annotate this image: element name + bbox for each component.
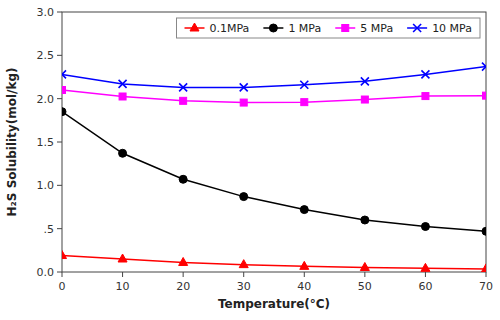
x-tick-label: 20 (176, 280, 190, 293)
legend-label: 10 MPa (432, 22, 472, 35)
point (119, 80, 127, 88)
x-tick-label: 30 (237, 280, 251, 293)
y-axis-label: H₂S Solubility(mol/kg) (5, 68, 19, 217)
series-line (62, 90, 486, 103)
x-tick-label: 40 (297, 280, 311, 293)
series (62, 63, 486, 92)
point (179, 257, 188, 265)
x-tick-label: 60 (418, 280, 432, 293)
y-tick (57, 55, 62, 56)
series (62, 87, 486, 107)
x-tick (183, 272, 184, 277)
point (360, 262, 369, 270)
x-tick (122, 272, 123, 277)
legend-item: 0.1MPa (185, 22, 250, 35)
point (300, 261, 309, 269)
point (240, 83, 248, 91)
point (62, 87, 66, 94)
x-tick (364, 272, 365, 277)
x-tick-label: 0 (59, 280, 66, 293)
point (62, 251, 67, 259)
point (118, 254, 127, 262)
x-tick (243, 272, 244, 277)
point (119, 93, 126, 100)
legend-item: 5 MPa (335, 22, 393, 35)
point (421, 223, 429, 231)
chart: 0 10 20 30 40 50 60 70 0.0 .5 1.0 1.5 2.0 2.5 3.0 Tempe… (0, 0, 500, 320)
legend-label: 5 MPa (360, 22, 393, 35)
y-tick (57, 142, 62, 143)
legend-item: 10 MPa (407, 22, 472, 35)
point (483, 92, 487, 99)
point (361, 216, 369, 224)
y-tick (57, 272, 62, 273)
point (179, 175, 187, 183)
legend-label: 0.1MPa (210, 22, 250, 35)
x-tick (62, 272, 63, 277)
point (300, 81, 308, 89)
x-tick (304, 272, 305, 277)
point (239, 260, 248, 268)
y-tick (57, 228, 62, 229)
point (179, 83, 187, 91)
x-tick (425, 272, 426, 277)
point (301, 99, 308, 106)
point (62, 108, 66, 116)
point (180, 97, 187, 104)
y-tick-label: 2.5 (37, 49, 55, 62)
y-tick-label: 1.5 (37, 136, 55, 149)
legend-marker (342, 25, 349, 32)
x-axis-label: Temperature(°C) (218, 297, 330, 311)
point (361, 77, 369, 85)
point (240, 193, 248, 201)
series (62, 108, 486, 236)
point (119, 149, 127, 157)
series-line (62, 67, 486, 88)
legend-item: 1 MPa (263, 22, 321, 35)
point (482, 264, 487, 272)
x-tick-label: 50 (358, 280, 372, 293)
series (62, 251, 486, 272)
point (300, 206, 308, 214)
y-tick (57, 185, 62, 186)
plot-frame (62, 12, 486, 272)
y-tick-label: 2.0 (37, 93, 55, 106)
point (421, 263, 430, 271)
y-tick-label: 3.0 (37, 6, 55, 19)
legend-marker (269, 24, 277, 32)
legend-box (177, 18, 481, 38)
legend: 0.1MPa 1 MPa 5 MPa 10 MPa (177, 18, 481, 38)
y-tick (57, 12, 62, 13)
point (62, 70, 66, 78)
point (421, 70, 429, 78)
x-tick-label: 70 (479, 280, 493, 293)
point (361, 96, 368, 103)
y-tick-label: 1.0 (37, 179, 55, 192)
point (482, 227, 486, 235)
y-tick-label: .5 (44, 223, 55, 236)
point (422, 93, 429, 100)
series-line (62, 112, 486, 232)
legend-marker (190, 23, 199, 31)
x-tick-label: 10 (116, 280, 130, 293)
point (482, 63, 486, 71)
legend-marker (413, 24, 421, 32)
y-tick (57, 98, 62, 99)
legend-label: 1 MPa (288, 22, 321, 35)
x-tick (486, 272, 487, 277)
plot-area (62, 63, 486, 272)
y-tick-label: 0.0 (37, 266, 55, 279)
point (240, 99, 247, 106)
